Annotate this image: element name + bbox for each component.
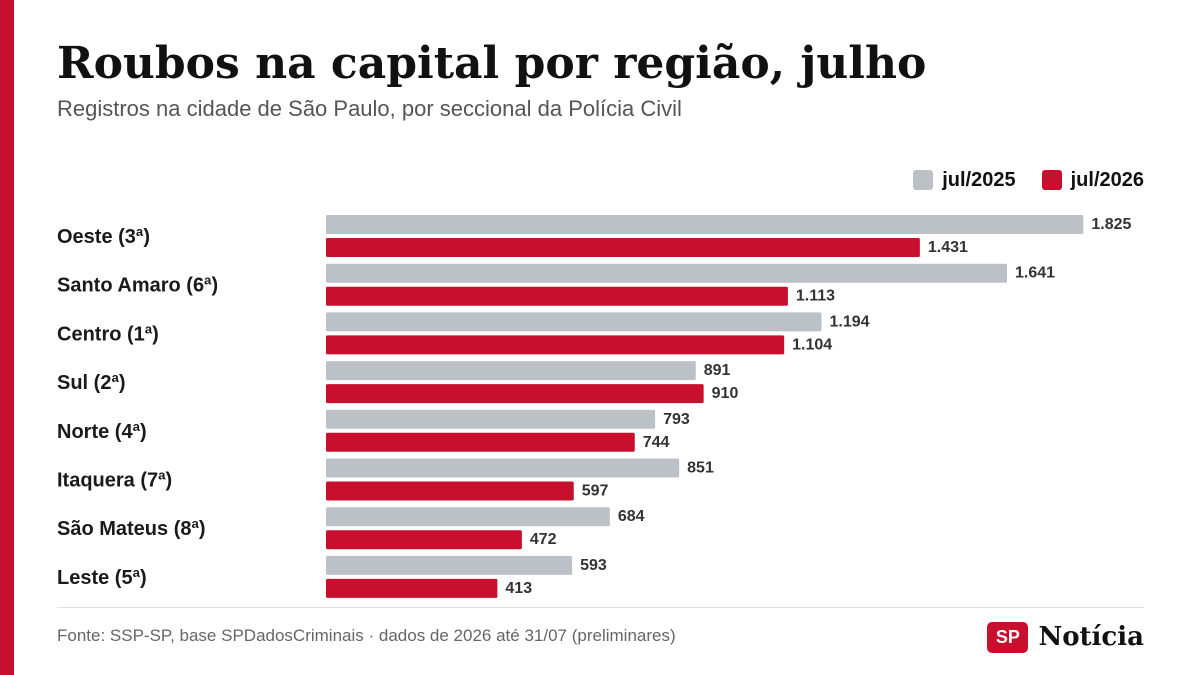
bar-jul-2025-norte-4 <box>326 409 656 429</box>
bar-jul-2026-sao-mateus-8 <box>326 530 522 550</box>
value-label-jul-2026-centro-1: 1.104 <box>792 336 832 353</box>
bar-jul-2025-itaquera-7 <box>326 458 680 478</box>
category-label-sul-2: Sul (2ª) <box>57 372 126 394</box>
value-label-jul-2025-sul-2: 891 <box>704 362 731 379</box>
value-label-jul-2026-norte-4: 744 <box>643 434 670 451</box>
category-label-oeste-3: Oeste (3ª) <box>57 226 150 248</box>
value-label-jul-2026-itaquera-7: 597 <box>582 483 609 500</box>
value-label-jul-2025-leste-5: 593 <box>580 557 607 574</box>
value-label-jul-2026-leste-5: 413 <box>505 580 532 597</box>
value-label-jul-2025-itaquera-7: 851 <box>687 460 714 477</box>
row-santo-amaro-6: Santo Amaro (6ª) 1.641 1.113 <box>57 263 1055 306</box>
legend-label-jul-2026: jul/2026 <box>1070 169 1144 191</box>
legend-item-jul-2026: jul/2026 <box>1041 169 1144 191</box>
category-label-centro-1: Centro (1ª) <box>57 323 159 345</box>
value-label-jul-2025-centro-1: 1.194 <box>830 313 870 330</box>
bar-jul-2026-sul-2 <box>326 384 704 404</box>
bar-jul-2026-santo-amaro-6 <box>326 286 788 306</box>
row-oeste-3: Oeste (3ª) 1.825 1.431 <box>57 215 1132 257</box>
logo-wordmark: Notícia <box>1038 622 1144 652</box>
row-centro-1: Centro (1ª) 1.194 1.104 <box>57 312 870 355</box>
value-label-jul-2025-santo-amaro-6: 1.641 <box>1015 265 1055 282</box>
value-label-jul-2026-sao-mateus-8: 472 <box>530 531 557 548</box>
row-sul-2: Sul (2ª) 891 910 <box>57 361 739 404</box>
legend-label-jul-2025: jul/2025 <box>942 169 1016 191</box>
value-label-jul-2026-santo-amaro-6: 1.113 <box>796 288 835 305</box>
category-label-itaquera-7: Itaquera (7ª) <box>57 470 172 492</box>
chart-subtitle: Registros na cidade de São Paulo, por se… <box>57 96 682 121</box>
brand-logo: SP Notícia <box>987 621 1144 654</box>
bar-jul-2025-santo-amaro-6 <box>326 263 1008 283</box>
category-label-santo-amaro-6: Santo Amaro (6ª) <box>57 275 218 297</box>
bar-jul-2026-itaquera-7 <box>326 481 574 501</box>
bar-jul-2025-oeste-3 <box>326 215 1084 234</box>
bar-jul-2026-centro-1 <box>326 335 785 355</box>
bar-jul-2025-leste-5 <box>326 555 573 575</box>
legend-item-jul-2025: jul/2025 <box>913 169 1016 191</box>
footer-divider <box>57 607 1144 608</box>
category-label-sao-mateus-8: São Mateus (8ª) <box>57 518 206 540</box>
row-sao-mateus-8: São Mateus (8ª) 684 472 <box>57 507 645 550</box>
legend: jul/2025 jul/2026 <box>913 170 1144 190</box>
logo-badge: SP <box>987 622 1029 653</box>
value-label-jul-2025-sao-mateus-8: 684 <box>618 508 645 525</box>
category-label-norte-4: Norte (4ª) <box>57 421 147 443</box>
legend-swatch-jul-2026 <box>1041 170 1062 190</box>
row-leste-5: Leste (5ª) 593 413 <box>57 555 607 598</box>
row-norte-4: Norte (4ª) 793 744 <box>57 409 690 452</box>
value-label-jul-2025-norte-4: 793 <box>663 411 690 428</box>
value-label-jul-2026-oeste-3: 1.431 <box>928 239 968 256</box>
row-itaquera-7: Itaquera (7ª) 851 597 <box>57 458 714 501</box>
bar-jul-2026-leste-5 <box>326 578 498 598</box>
chart-title: Roubos na capital por região, julho <box>57 38 927 89</box>
legend-swatch-jul-2025 <box>913 170 934 190</box>
bar-chart: Oeste (3ª) 1.825 1.431 Santo Amaro (6ª) 1.64… <box>57 215 1132 598</box>
source-note: Fonte: SSP-SP, base SPDadosCriminais · d… <box>57 626 676 645</box>
bar-jul-2026-norte-4 <box>326 432 635 452</box>
category-label-leste-5: Leste (5ª) <box>57 567 147 589</box>
bar-jul-2026-oeste-3 <box>326 238 920 257</box>
accent-stripe <box>0 0 14 675</box>
value-label-jul-2026-sul-2: 910 <box>712 385 739 402</box>
bar-jul-2025-centro-1 <box>326 312 822 332</box>
bar-jul-2025-sul-2 <box>326 361 696 381</box>
value-label-jul-2025-oeste-3: 1.825 <box>1091 216 1131 233</box>
bar-jul-2025-sao-mateus-8 <box>326 507 610 527</box>
